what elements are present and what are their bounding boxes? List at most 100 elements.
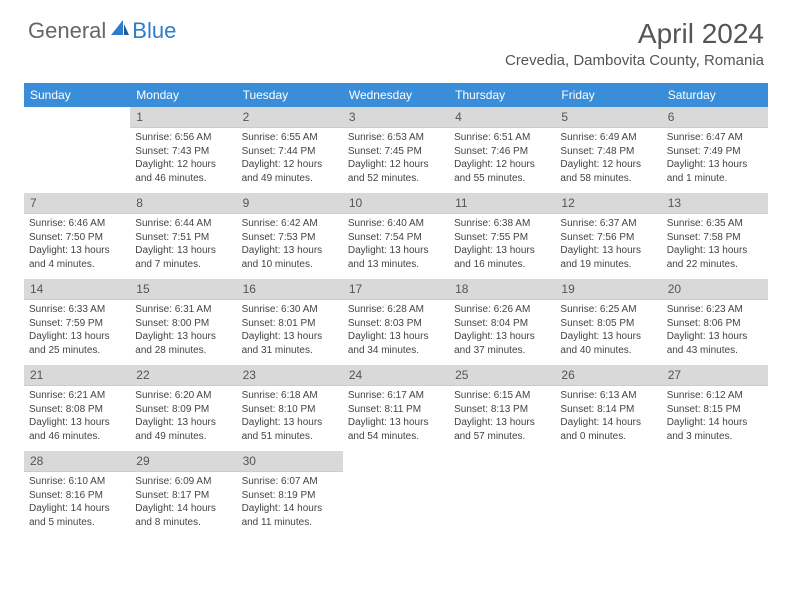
day-line: Sunrise: 6:37 AM	[560, 217, 656, 231]
day-number: 2	[237, 107, 343, 128]
day-content: Sunrise: 6:20 AMSunset: 8:09 PMDaylight:…	[130, 386, 236, 448]
day-line: Sunrise: 6:47 AM	[667, 131, 763, 145]
calendar-day-cell: 21Sunrise: 6:21 AMSunset: 8:08 PMDayligh…	[24, 365, 130, 451]
day-number	[449, 451, 555, 457]
day-line: Sunrise: 6:21 AM	[29, 389, 125, 403]
day-number: 24	[343, 365, 449, 386]
calendar-day-cell: 13Sunrise: 6:35 AMSunset: 7:58 PMDayligh…	[662, 193, 768, 279]
day-line: and 11 minutes.	[242, 516, 338, 530]
weekday-header: Tuesday	[237, 83, 343, 107]
day-line: and 49 minutes.	[135, 430, 231, 444]
day-line: and 0 minutes.	[560, 430, 656, 444]
calendar-day-cell: 11Sunrise: 6:38 AMSunset: 7:55 PMDayligh…	[449, 193, 555, 279]
calendar-day-cell: 17Sunrise: 6:28 AMSunset: 8:03 PMDayligh…	[343, 279, 449, 365]
day-number: 21	[24, 365, 130, 386]
day-content: Sunrise: 6:38 AMSunset: 7:55 PMDaylight:…	[449, 214, 555, 276]
day-line: Sunset: 7:46 PM	[454, 145, 550, 159]
day-line: Daylight: 14 hours	[667, 416, 763, 430]
day-line: Daylight: 13 hours	[135, 244, 231, 258]
day-line: Sunrise: 6:18 AM	[242, 389, 338, 403]
day-content: Sunrise: 6:09 AMSunset: 8:17 PMDaylight:…	[130, 472, 236, 534]
day-line: Daylight: 13 hours	[135, 416, 231, 430]
day-line: Daylight: 13 hours	[29, 330, 125, 344]
day-content: Sunrise: 6:33 AMSunset: 7:59 PMDaylight:…	[24, 300, 130, 362]
day-number	[555, 451, 661, 457]
day-content: Sunrise: 6:51 AMSunset: 7:46 PMDaylight:…	[449, 128, 555, 190]
day-line: Sunrise: 6:56 AM	[135, 131, 231, 145]
day-line: Daylight: 13 hours	[242, 244, 338, 258]
day-number: 20	[662, 279, 768, 300]
day-line: Sunrise: 6:30 AM	[242, 303, 338, 317]
day-line: Daylight: 14 hours	[560, 416, 656, 430]
day-line: Sunrise: 6:42 AM	[242, 217, 338, 231]
day-number: 5	[555, 107, 661, 128]
day-line: and 10 minutes.	[242, 258, 338, 272]
day-content: Sunrise: 6:30 AMSunset: 8:01 PMDaylight:…	[237, 300, 343, 362]
day-line: and 3 minutes.	[667, 430, 763, 444]
day-line: Daylight: 13 hours	[454, 416, 550, 430]
day-content: Sunrise: 6:26 AMSunset: 8:04 PMDaylight:…	[449, 300, 555, 362]
weekday-header: Saturday	[662, 83, 768, 107]
day-line: Sunset: 7:59 PM	[29, 317, 125, 331]
day-line: Daylight: 13 hours	[348, 330, 444, 344]
day-number: 19	[555, 279, 661, 300]
day-line: Sunset: 7:54 PM	[348, 231, 444, 245]
day-line: and 46 minutes.	[135, 172, 231, 186]
day-line: Sunset: 7:50 PM	[29, 231, 125, 245]
day-number	[662, 451, 768, 457]
day-number: 25	[449, 365, 555, 386]
day-content: Sunrise: 6:23 AMSunset: 8:06 PMDaylight:…	[662, 300, 768, 362]
calendar-day-cell: 28Sunrise: 6:10 AMSunset: 8:16 PMDayligh…	[24, 451, 130, 537]
day-content: Sunrise: 6:49 AMSunset: 7:48 PMDaylight:…	[555, 128, 661, 190]
day-line: Daylight: 14 hours	[242, 502, 338, 516]
month-title: April 2024	[505, 18, 764, 50]
day-line: Sunset: 8:10 PM	[242, 403, 338, 417]
day-number: 9	[237, 193, 343, 214]
calendar-day-cell	[24, 107, 130, 193]
location-text: Crevedia, Dambovita County, Romania	[505, 52, 764, 69]
day-line: Sunset: 7:56 PM	[560, 231, 656, 245]
weekday-header: Friday	[555, 83, 661, 107]
day-content: Sunrise: 6:37 AMSunset: 7:56 PMDaylight:…	[555, 214, 661, 276]
calendar-day-cell: 24Sunrise: 6:17 AMSunset: 8:11 PMDayligh…	[343, 365, 449, 451]
calendar-day-cell: 23 Sunrise: 6:18 AMSunset: 8:10 PMDayligh…	[237, 365, 343, 451]
day-line: Daylight: 13 hours	[29, 416, 125, 430]
day-line: Sunset: 8:14 PM	[560, 403, 656, 417]
calendar-day-cell: 27Sunrise: 6:12 AMSunset: 8:15 PMDayligh…	[662, 365, 768, 451]
calendar-day-cell: 15Sunrise: 6:31 AMSunset: 8:00 PMDayligh…	[130, 279, 236, 365]
day-line: Sunrise: 6:13 AM	[560, 389, 656, 403]
day-line: Sunrise: 6:17 AM	[348, 389, 444, 403]
day-line: Sunrise: 6:31 AM	[135, 303, 231, 317]
calendar-day-cell: 22Sunrise: 6:20 AMSunset: 8:09 PMDayligh…	[130, 365, 236, 451]
day-line: Sunrise: 6:33 AM	[29, 303, 125, 317]
day-content: Sunrise: 6:15 AMSunset: 8:13 PMDaylight:…	[449, 386, 555, 448]
day-line: Sunrise: 6:44 AM	[135, 217, 231, 231]
day-content: Sunrise: 6:55 AMSunset: 7:44 PMDaylight:…	[237, 128, 343, 190]
day-number: 28	[24, 451, 130, 472]
logo-sail-icon	[110, 19, 130, 42]
calendar-day-cell	[662, 451, 768, 537]
calendar-day-cell: 8Sunrise: 6:44 AMSunset: 7:51 PMDaylight…	[130, 193, 236, 279]
day-number: 23	[237, 365, 343, 386]
day-line: Daylight: 14 hours	[135, 502, 231, 516]
day-line: Daylight: 13 hours	[242, 416, 338, 430]
day-line: and 25 minutes.	[29, 344, 125, 358]
day-line: Sunset: 7:55 PM	[454, 231, 550, 245]
day-line: Sunset: 8:17 PM	[135, 489, 231, 503]
day-content: Sunrise: 6:25 AMSunset: 8:05 PMDaylight:…	[555, 300, 661, 362]
day-line: Sunrise: 6:40 AM	[348, 217, 444, 231]
day-number: 15	[130, 279, 236, 300]
day-line: and 55 minutes.	[454, 172, 550, 186]
day-line: and 37 minutes.	[454, 344, 550, 358]
day-number: 18	[449, 279, 555, 300]
day-line: Daylight: 12 hours	[242, 158, 338, 172]
logo: General Blue	[28, 18, 176, 44]
day-line: Sunset: 7:51 PM	[135, 231, 231, 245]
calendar-week-row: 14Sunrise: 6:33 AMSunset: 7:59 PMDayligh…	[24, 279, 768, 365]
day-line: and 28 minutes.	[135, 344, 231, 358]
day-line: Sunrise: 6:49 AM	[560, 131, 656, 145]
day-line: and 46 minutes.	[29, 430, 125, 444]
day-line: Sunrise: 6:12 AM	[667, 389, 763, 403]
day-number: 12	[555, 193, 661, 214]
day-content: Sunrise: 6:44 AMSunset: 7:51 PMDaylight:…	[130, 214, 236, 276]
